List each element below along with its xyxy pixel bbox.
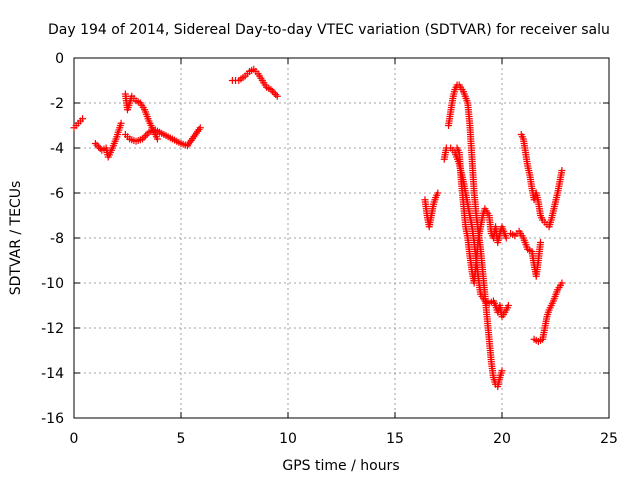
axis-ticks: 0 5 10 15 20 25 0 -2 -4 -6 -8 -10 -12 -14 -16 — [41, 51, 618, 447]
data-point-marker — [272, 91, 280, 99]
data-point-marker — [79, 115, 87, 123]
y-tick-label: -8 — [50, 231, 64, 247]
data-series-segment — [453, 144, 510, 287]
data-point-marker — [117, 119, 125, 127]
y-axis-label: SDTVAR / TECUs — [8, 181, 24, 296]
data-point-marker — [196, 124, 204, 132]
data-series-segment — [507, 227, 545, 280]
data-series-segment — [91, 119, 125, 161]
y-tick-label: -14 — [41, 366, 64, 382]
data-point-marker — [504, 302, 512, 309]
data-point-marker — [268, 87, 276, 95]
x-tick-label: 15 — [386, 431, 404, 447]
data-point-marker — [502, 234, 510, 242]
y-tick-label: 0 — [55, 51, 64, 67]
data-point-marker — [270, 89, 278, 97]
x-tick-label: 10 — [279, 431, 297, 447]
data-series-segment — [517, 131, 566, 231]
data-point-marker — [138, 135, 146, 143]
data-point-marker — [537, 239, 545, 246]
x-axis-label: GPS time / hours — [282, 458, 399, 474]
data-point-marker — [558, 167, 566, 174]
x-tick-label: 0 — [70, 431, 79, 447]
data-point-marker — [142, 132, 150, 140]
y-tick-label: -16 — [41, 411, 64, 427]
data-point-marker — [267, 86, 275, 93]
y-tick-label: -12 — [41, 321, 64, 337]
y-tick-label: -4 — [50, 141, 64, 157]
data-point-marker — [140, 133, 148, 141]
y-tick-label: -6 — [50, 186, 64, 202]
data-series-segment — [421, 189, 442, 231]
data-point-marker — [558, 279, 566, 287]
x-tick-label: 5 — [177, 431, 186, 447]
data-point-marker — [143, 130, 151, 138]
data-point-marker — [434, 189, 442, 197]
data-point-marker — [153, 135, 161, 143]
data-series-segment — [121, 124, 204, 150]
y-tick-label: -10 — [41, 276, 64, 292]
data-series-segment — [530, 279, 566, 345]
grid-lines — [74, 58, 609, 418]
data-markers — [70, 65, 566, 390]
data-series-segment — [70, 115, 87, 132]
data-point-marker — [91, 140, 99, 147]
data-point-marker — [95, 143, 103, 151]
data-point-marker — [498, 367, 506, 375]
x-tick-label: 20 — [493, 431, 511, 447]
y-tick-label: -2 — [50, 96, 64, 112]
chart-title: Day 194 of 2014, Sidereal Day-to-day VTE… — [48, 22, 610, 38]
data-point-marker — [273, 92, 281, 100]
data-series-segment — [228, 65, 281, 100]
data-point-marker — [93, 141, 101, 149]
x-tick-label: 25 — [600, 431, 618, 447]
